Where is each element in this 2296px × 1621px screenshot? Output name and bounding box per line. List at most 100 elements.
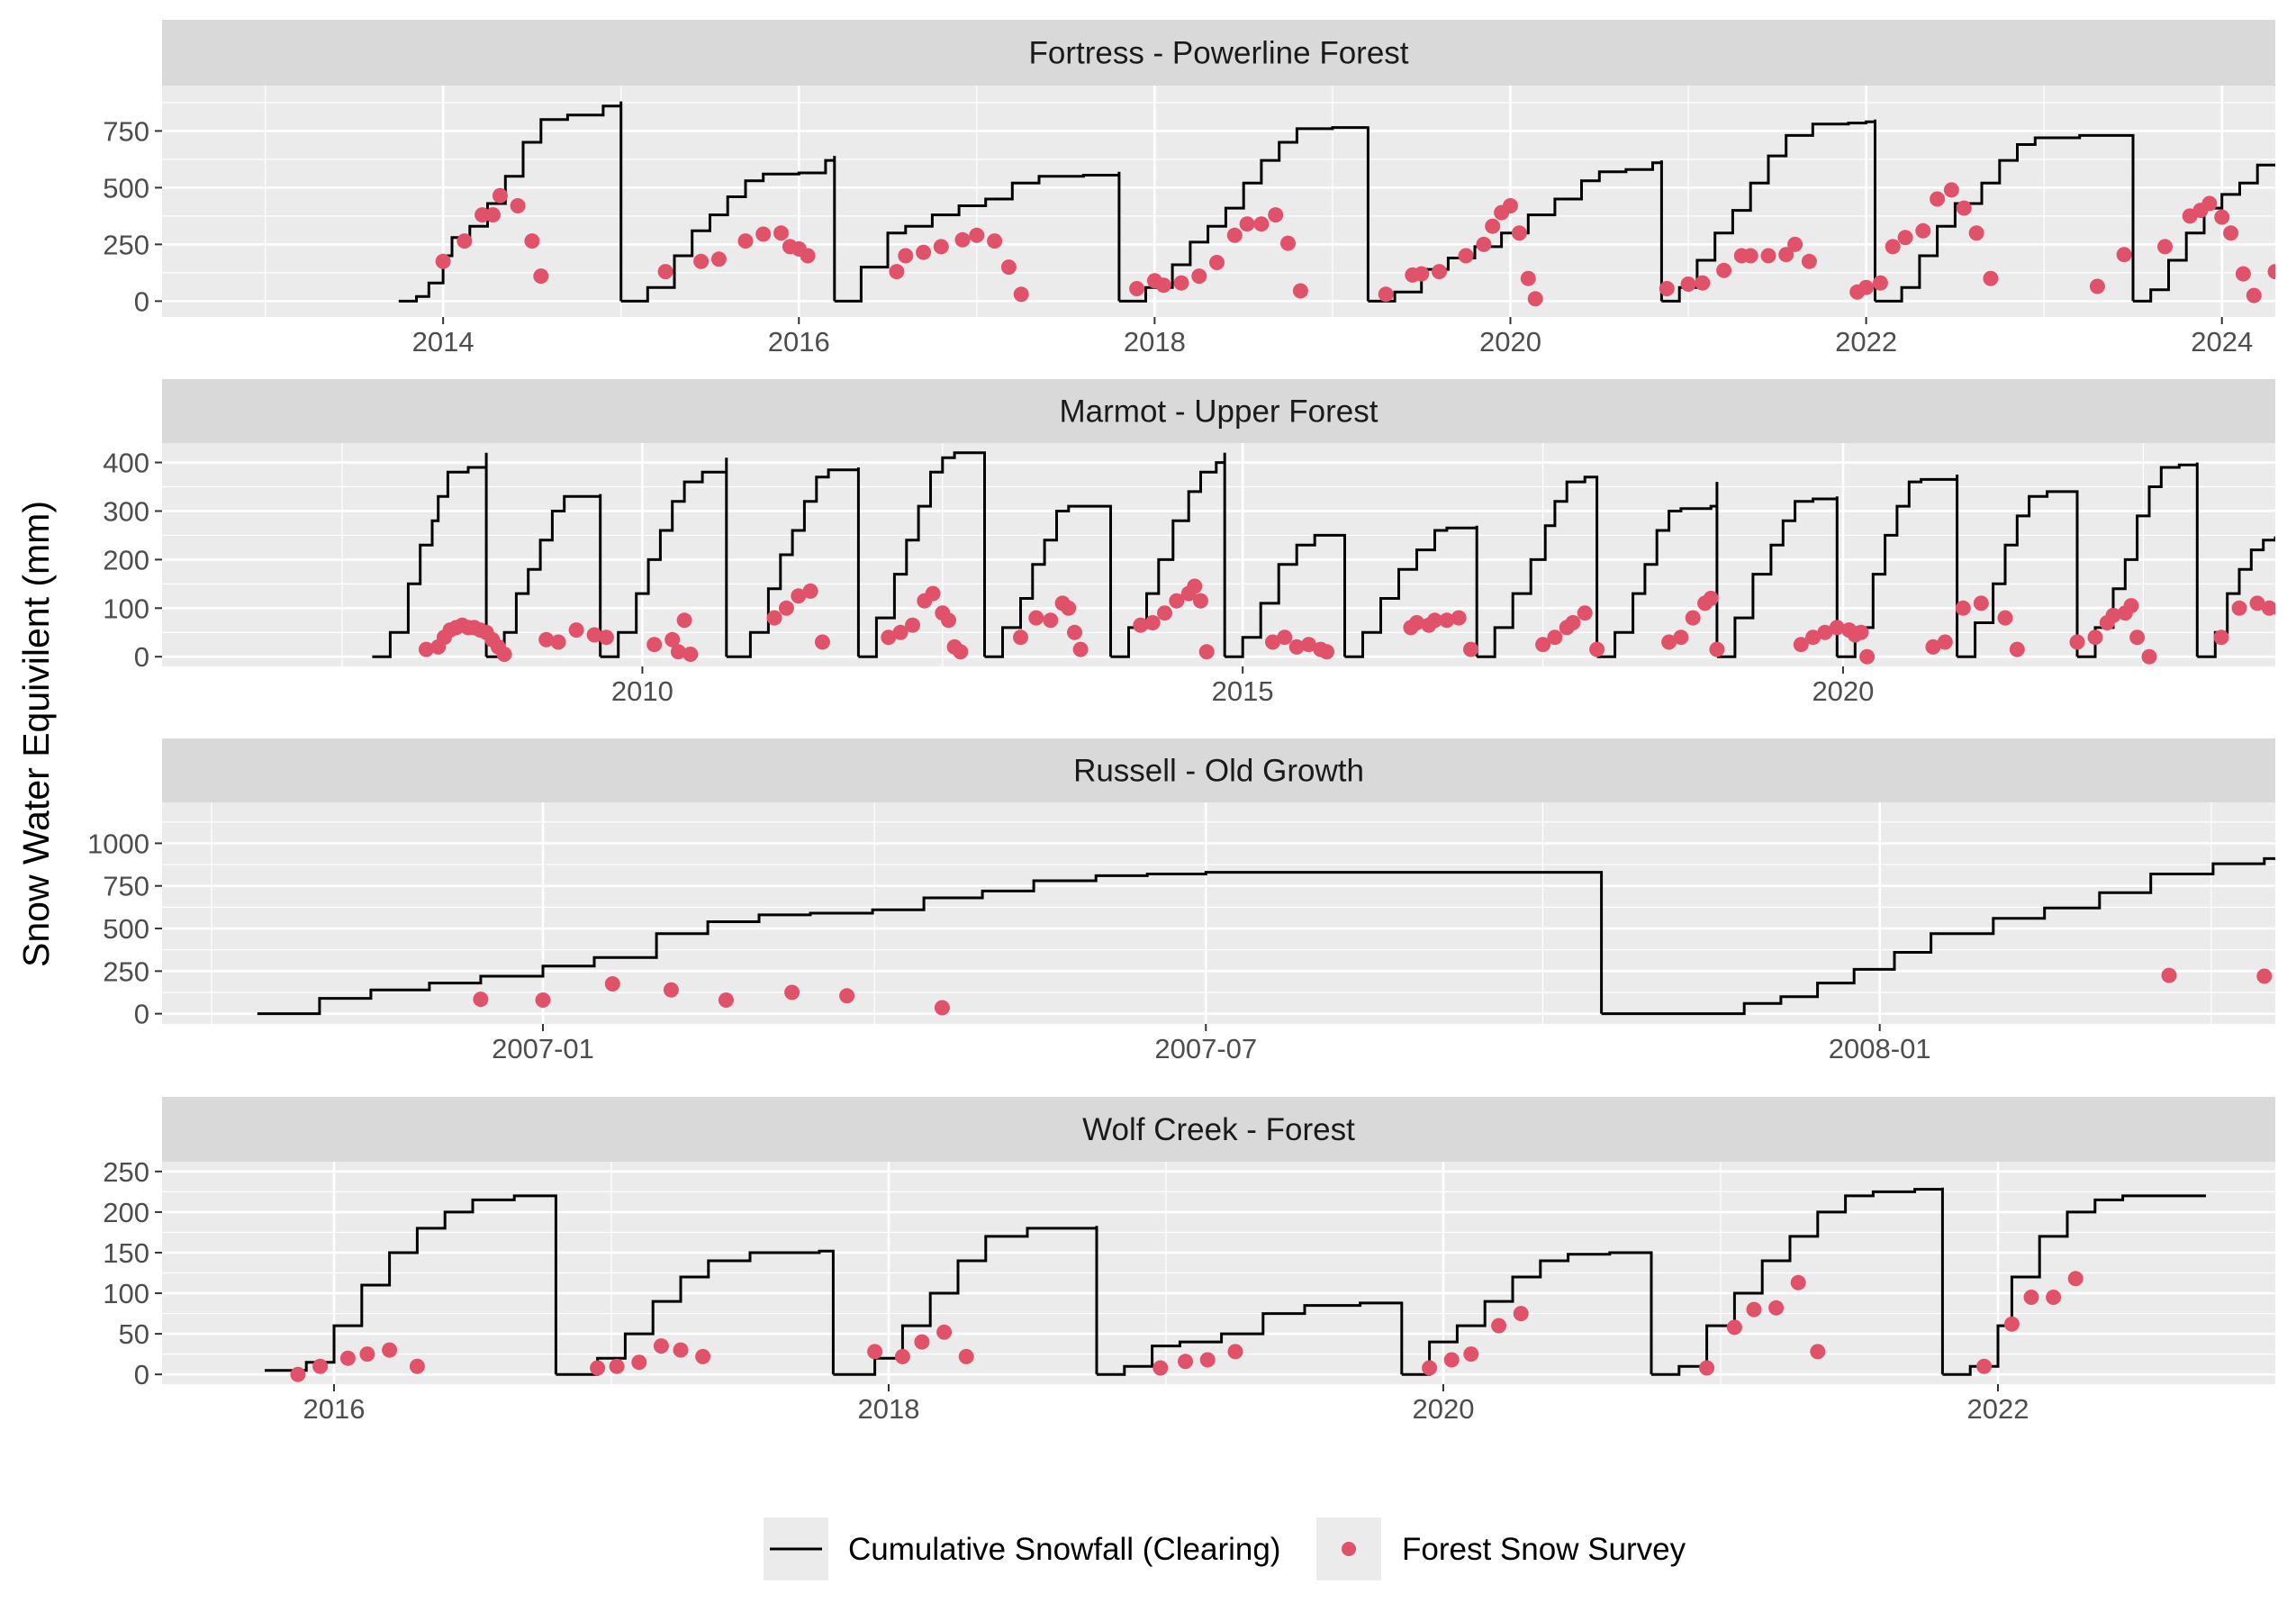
cumulative-snowfall-line <box>556 1249 835 1376</box>
survey-point <box>1288 638 1305 655</box>
survey-point <box>1778 247 1794 263</box>
x-tick-label: 2010 <box>611 675 673 707</box>
survey-point <box>2214 209 2230 225</box>
cumulative-snowfall-line <box>858 451 986 658</box>
x-tick-label: 2015 <box>1212 675 1274 707</box>
survey-point <box>1810 1344 1826 1360</box>
survey-point <box>339 1350 356 1366</box>
cumulative-snowfall-line <box>600 457 728 658</box>
survey-point <box>894 1348 910 1364</box>
survey-point <box>2280 618 2295 633</box>
survey-point <box>1301 637 1316 653</box>
x-tick-label: 2020 <box>1479 326 1541 358</box>
survey-point <box>473 992 489 1008</box>
survey-point <box>550 634 566 650</box>
survey-point <box>609 1358 625 1374</box>
survey-point <box>1319 644 1334 660</box>
y-tick-label: 750 <box>103 871 149 902</box>
survey-point <box>1746 1301 1762 1318</box>
panel-1: Fortress - Powerline Forest 0 250 500 750 201… <box>103 20 2275 358</box>
survey-point <box>1513 1306 1529 1322</box>
survey-point <box>2023 1290 2039 1305</box>
survey-point <box>1451 610 1467 626</box>
survey-point <box>2246 287 2262 303</box>
panel-3: Russell - Old Growth 0 250 500 750 1000 2007-0… <box>87 738 2275 1064</box>
survey-point <box>673 1342 689 1358</box>
survey-point <box>1577 605 1593 621</box>
survey-point <box>1801 253 1817 269</box>
survey-point <box>1193 593 1208 609</box>
y-tick-label: 750 <box>103 115 149 147</box>
survey-point <box>941 612 956 629</box>
survey-point <box>1427 612 1442 629</box>
survey-point <box>814 634 830 650</box>
legend: Cumulative Snowfall (Clearing) Forest Sn… <box>764 1517 1686 1580</box>
survey-point <box>1155 277 1171 294</box>
cumulative-snowfall-line <box>1716 496 1839 658</box>
survey-point <box>492 187 508 204</box>
survey-point <box>2256 968 2273 984</box>
survey-point <box>881 629 897 646</box>
x-tick-label: 2022 <box>1835 326 1897 358</box>
survey-point <box>2213 629 2229 646</box>
survey-point <box>2157 239 2173 255</box>
survey-point <box>359 1346 375 1363</box>
survey-point <box>1680 276 1696 292</box>
survey-point <box>1292 283 1308 299</box>
survey-point <box>653 1338 669 1354</box>
survey-point <box>766 610 782 626</box>
cumulative-snowfall-line <box>1601 856 2275 1016</box>
survey-point <box>1937 634 1953 650</box>
survey-point <box>2087 629 2103 646</box>
data-layer <box>398 101 2275 307</box>
survey-point <box>1703 591 1719 606</box>
survey-point <box>1129 281 1145 296</box>
survey-point <box>1726 1319 1742 1336</box>
x-tick-label: 2018 <box>1124 326 1186 358</box>
cumulative-snowfall-line <box>984 504 1112 658</box>
cumulative-snowfall-line <box>265 1194 557 1375</box>
survey-point <box>802 583 818 599</box>
panel-4: Wolf Creek - Forest 0 50 100 150 200 250 2016 20… <box>103 1097 2275 1425</box>
facet-title: Russell - Old Growth <box>1073 754 1364 789</box>
survey-point <box>1432 264 1447 280</box>
survey-point <box>1915 222 1931 239</box>
survey-point <box>889 264 905 280</box>
survey-point <box>1253 216 1270 232</box>
x-tick-label: 2016 <box>303 1393 365 1425</box>
survey-point <box>1503 198 1518 213</box>
y-tick-label: 0 <box>134 641 149 673</box>
survey-point <box>1565 615 1581 630</box>
survey-point <box>1280 235 1296 251</box>
y-tick-label: 250 <box>103 1156 149 1188</box>
x-tick-label: 2020 <box>1412 1393 1474 1425</box>
survey-point <box>784 984 800 1001</box>
survey-point <box>898 248 914 264</box>
survey-point <box>2235 266 2251 282</box>
survey-point <box>586 627 602 643</box>
survey-point <box>1485 218 1501 234</box>
survey-point <box>2231 600 2247 616</box>
survey-point <box>1013 629 1028 646</box>
survey-point <box>1547 629 1563 646</box>
survey-point <box>1463 1346 1479 1363</box>
survey-point <box>1659 281 1675 296</box>
survey-point <box>2089 278 2105 294</box>
survey-point <box>1013 286 1029 303</box>
facet-strip <box>162 379 2275 443</box>
survey-point <box>1956 200 1972 216</box>
y-tick-label: 50 <box>119 1318 149 1350</box>
y-tick-label: 200 <box>103 544 149 575</box>
survey-point <box>1173 275 1189 291</box>
legend-label-snowfall: Cumulative Snowfall (Clearing) <box>848 1532 1280 1567</box>
survey-point <box>1414 266 1430 282</box>
survey-point <box>1476 236 1492 252</box>
survey-point <box>1226 227 1243 243</box>
cumulative-snowfall-line <box>2133 163 2275 303</box>
facet-title: Wolf Creek - Forest <box>1082 1112 1355 1147</box>
survey-point <box>1943 182 1959 198</box>
survey-point <box>1817 624 1833 640</box>
survey-point <box>1491 1318 1507 1334</box>
survey-point <box>2067 1271 2084 1287</box>
survey-point <box>695 1348 711 1364</box>
